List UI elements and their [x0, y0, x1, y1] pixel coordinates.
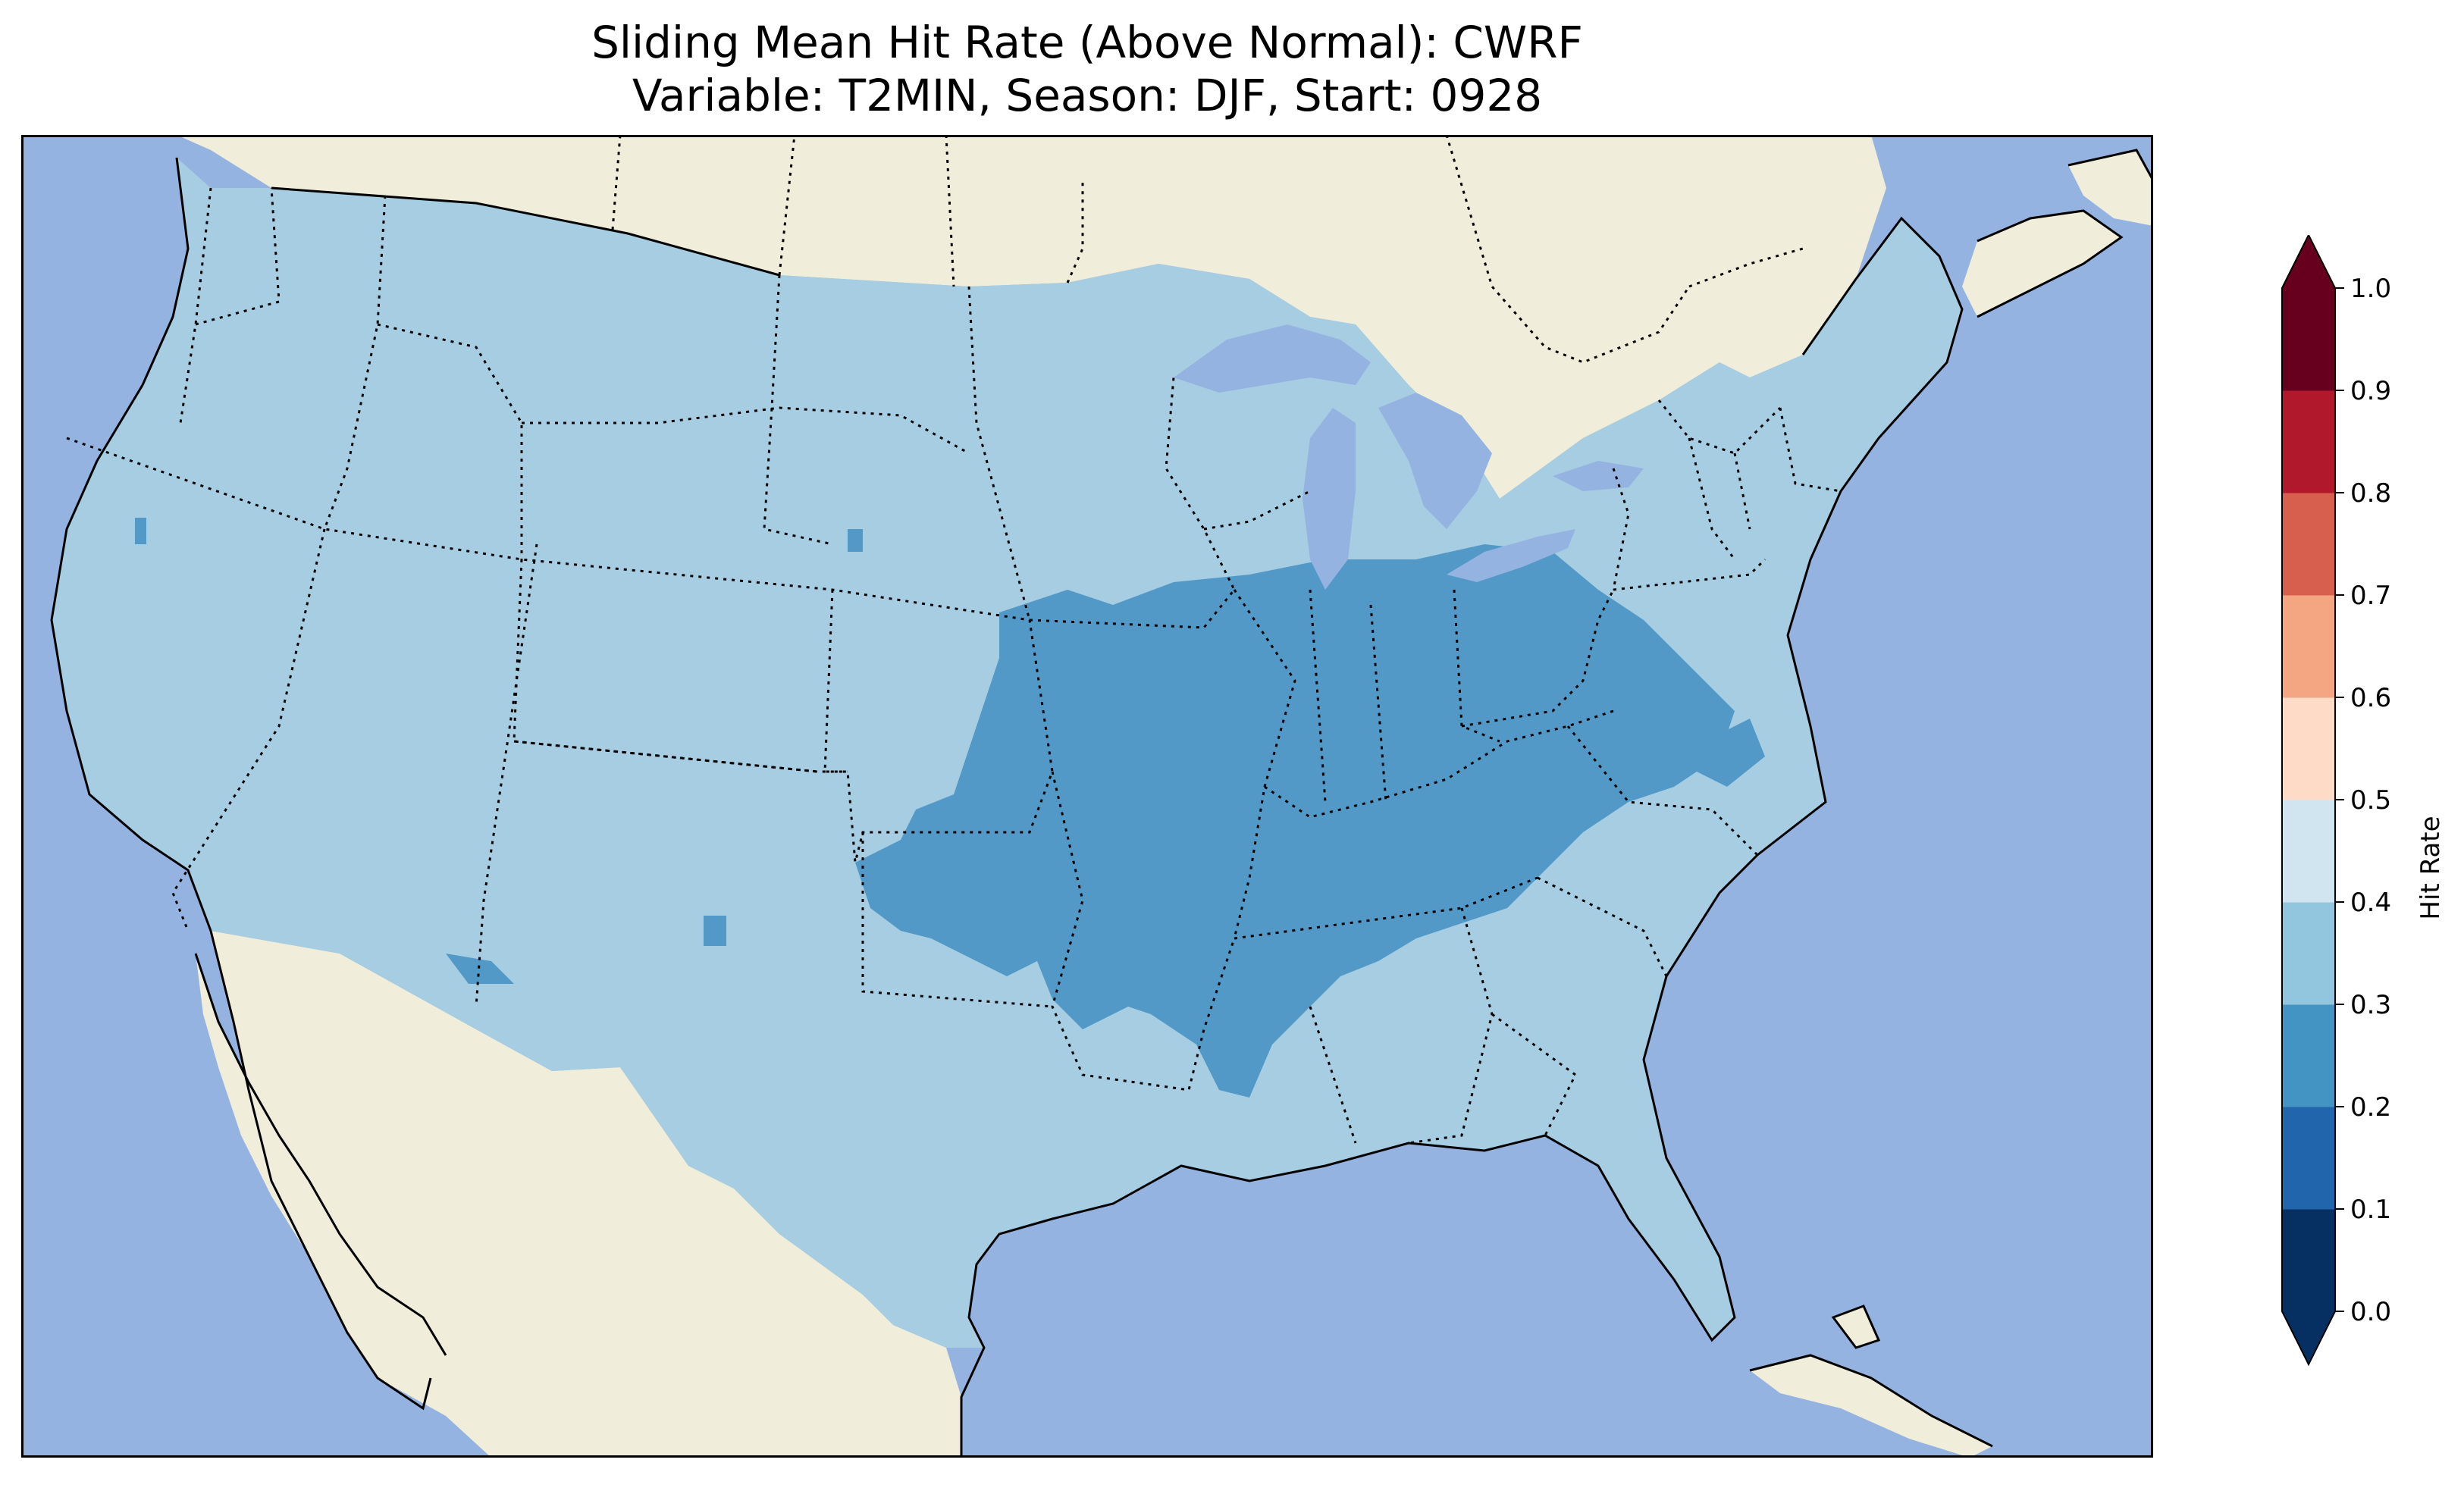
lake-ontario [1553, 461, 1644, 491]
colorbar-bin [2282, 902, 2335, 1005]
colorbar-bin [2282, 595, 2335, 698]
colorbar-tick-label: 0.1 [2350, 1195, 2391, 1225]
nebraska-mid-patch [848, 529, 863, 552]
arizona-mid-patch [446, 954, 514, 984]
colorbar-tick-label: 0.6 [2350, 683, 2391, 713]
colorbar-bin [2282, 697, 2335, 800]
new-mexico-mid-patch [704, 916, 726, 946]
map-frame [21, 135, 2153, 1458]
cuba-land [1750, 1355, 1992, 1458]
colorbar-bin [2282, 800, 2335, 903]
colorbar-label: Hit Rate [2415, 816, 2446, 919]
colorbar-bins [2281, 235, 2336, 1367]
map-panel [21, 135, 2153, 1458]
coastlines [50, 149, 2153, 1458]
colorbar-tick-label: 0.9 [2350, 376, 2391, 406]
lake-huron [1378, 393, 1492, 529]
colorbar-tick-label: 0.5 [2350, 785, 2391, 816]
state-boundaries [66, 135, 1842, 1145]
colorbar-bin [2282, 390, 2335, 493]
canada-land [177, 135, 1886, 499]
colorbar-tick-label: 0.4 [2350, 888, 2391, 918]
lake-superior [1174, 324, 1371, 393]
colorbar-bin [2282, 1107, 2335, 1210]
newfoundland-land [2068, 150, 2153, 226]
colorbar-ticks: 0.0 0.1 0.2 0.3 0.4 0.5 0.6 0.7 0.8 0.9 1.0 [2335, 274, 2391, 1327]
colorbar-extend-max [2282, 235, 2335, 288]
maritimes-land [1962, 211, 2121, 317]
virginia-mid-patch [1697, 719, 1765, 787]
colorbar-bin [2282, 288, 2335, 391]
colorbar-bin [2282, 493, 2335, 596]
map-title: Sliding Mean Hit Rate (Above Normal): CW… [591, 17, 1583, 68]
colorbar-tick-label: 0.0 [2350, 1297, 2391, 1327]
baja-california-land [196, 954, 446, 1378]
colorbar-tick-label: 1.0 [2350, 274, 2391, 304]
colorbar-bin [2282, 1209, 2335, 1312]
california-mid-patch [135, 518, 146, 544]
colorbar-tick-label: 0.7 [2350, 581, 2391, 611]
conus-mid-band [855, 544, 1735, 1098]
colorbar-tick-label: 0.2 [2350, 1092, 2391, 1123]
lake-erie [1447, 529, 1575, 582]
map-subtitle: Variable: T2MIN, Season: DJF, Start: 092… [632, 70, 1543, 121]
colorbar: 0.0 0.1 0.2 0.3 0.4 0.5 0.6 0.7 0.8 0.9 1.0 Hit Ra… [2281, 235, 2446, 1367]
colorbar-extend-min [2282, 1311, 2335, 1364]
colorbar-tick-label: 0.8 [2350, 478, 2391, 509]
colorbar-tick-label: 0.3 [2350, 990, 2391, 1020]
colorbar-bin [2282, 1004, 2335, 1107]
lake-michigan [1303, 408, 1356, 590]
